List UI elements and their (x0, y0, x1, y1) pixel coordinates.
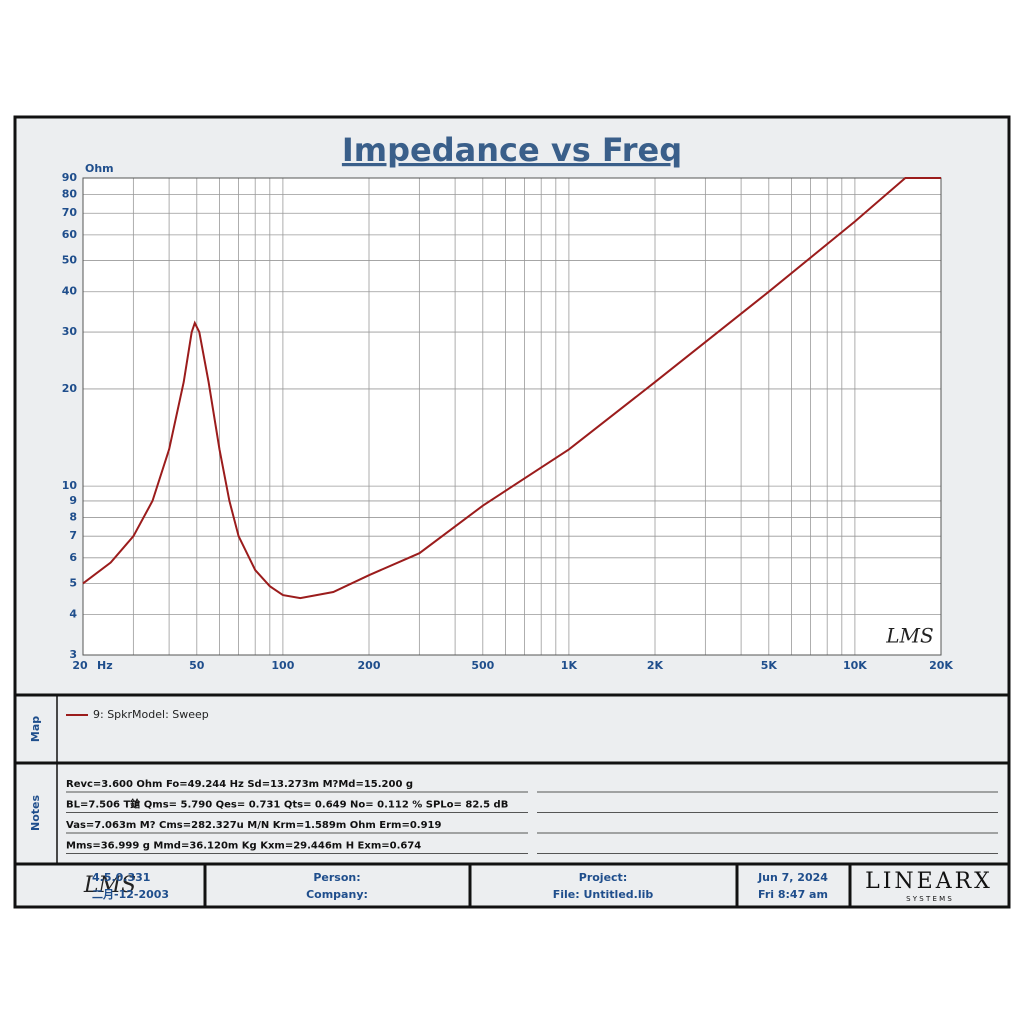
x-tick-label: 1K (561, 659, 578, 672)
time: Fri 8:47 am (758, 888, 828, 901)
y-tick-label: 6 (69, 551, 77, 564)
plot-border (82, 177, 942, 656)
note-line: Mms=36.999 g Mmd=36.120m Kg Kxm=29.446m … (66, 841, 421, 852)
y-tick-label: 80 (62, 188, 78, 201)
build-date: 二月-12-2003 (92, 888, 169, 901)
brand-sub: S Y S T E M S (906, 895, 952, 903)
y-tick-label: 20 (62, 382, 78, 395)
note-line: Revc=3.600 Ohm Fo=49.244 Hz Sd=13.273m M… (66, 779, 413, 790)
brand: LINEARX (865, 869, 993, 894)
legend-label: 9: SpkrModel: Sweep (93, 708, 209, 721)
date: Jun 7, 2024 (757, 871, 828, 884)
x-axis-label: Hz (97, 659, 113, 672)
x-tick-label: 20K (929, 659, 953, 672)
panel-label: Map (29, 716, 42, 742)
x-tick-label: 2K (647, 659, 664, 672)
x-tick-label: 20 (72, 659, 88, 672)
y-tick-label: 40 (62, 285, 78, 298)
y-tick-label: 4 (69, 608, 77, 621)
y-axis-label: Ohm (85, 162, 114, 175)
y-tick-label: 60 (62, 228, 78, 241)
x-tick-label: 10K (843, 659, 867, 672)
watermark: LMS (885, 624, 933, 648)
x-tick-label: 500 (471, 659, 494, 672)
y-tick-label: 50 (62, 253, 78, 266)
impedance-line (82, 177, 941, 600)
note-line: BL=7.506 T鎗 Qms= 5.790 Qes= 0.731 Qts= 0… (66, 798, 508, 811)
y-tick-label: 7 (69, 529, 77, 542)
version: 4.5.0.331 (92, 871, 150, 884)
y-tick-label: 70 (62, 206, 78, 219)
y-tick-label: 9 (69, 494, 77, 507)
company: Company: (306, 888, 368, 901)
note-line: Vas=7.063m M? Cms=282.327u M/N Krm=1.589… (66, 820, 441, 831)
x-tick-label: 100 (271, 659, 294, 672)
plot-area (83, 178, 941, 655)
file: File: Untitled.lib (553, 888, 654, 901)
y-tick-label: 30 (62, 325, 78, 338)
person: Person: (313, 871, 360, 884)
x-tick-label: 50 (189, 659, 205, 672)
panel-label: Notes (29, 795, 42, 831)
x-tick-label: 5K (761, 659, 778, 672)
logo: LMS (83, 873, 136, 898)
project: Project: (579, 871, 627, 884)
y-tick-label: 90 (62, 171, 78, 184)
y-tick-label: 8 (69, 510, 77, 523)
y-tick-label: 10 (62, 479, 78, 492)
x-tick-label: 200 (358, 659, 381, 672)
chart-title: Impedance vs Freq (342, 131, 682, 169)
y-tick-label: 5 (69, 576, 77, 589)
y-tick-label: 3 (69, 648, 77, 661)
